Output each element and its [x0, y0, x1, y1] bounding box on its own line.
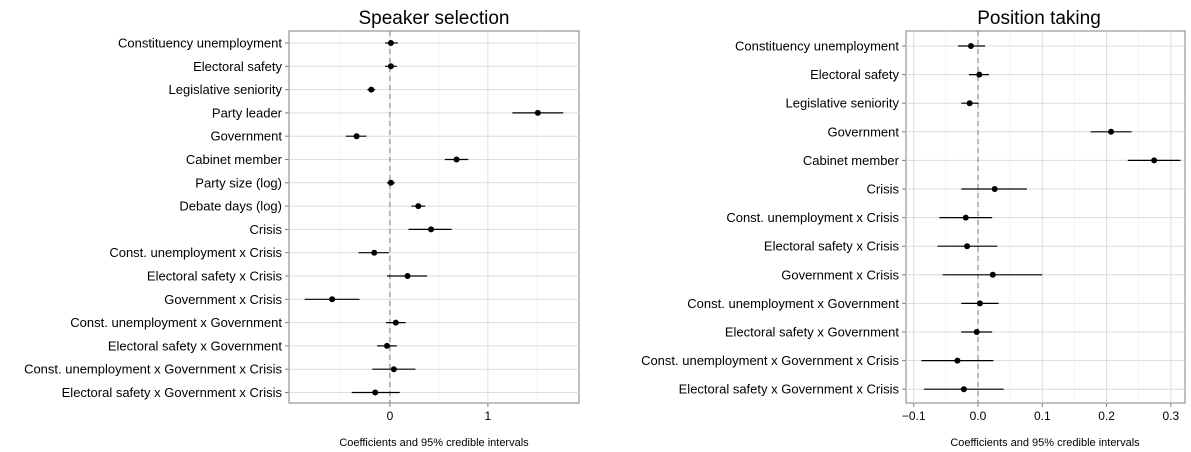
y-tick-label: Government x Crisis	[781, 267, 899, 282]
point-estimate	[976, 71, 983, 78]
point-estimate	[1108, 128, 1115, 135]
point-estimate	[966, 100, 973, 107]
point-estimate	[368, 86, 375, 93]
plot-background	[288, 30, 580, 404]
point-estimate	[534, 109, 541, 116]
y-tick-label: Party size (log)	[195, 175, 282, 190]
y-tick-label: Electoral safety x Government	[725, 325, 900, 340]
point-estimate	[392, 319, 399, 326]
x-tick-label: −0.1	[902, 409, 926, 423]
point-estimate	[991, 186, 998, 192]
point-estimate	[453, 156, 460, 163]
point-estimate	[371, 249, 378, 256]
point-estimate	[960, 386, 967, 393]
y-tick-label: Electoral safety x Government x Crisis	[679, 382, 900, 397]
point-estimate	[973, 329, 980, 335]
y-tick-label: Debate days (log)	[179, 199, 282, 214]
y-tick-label: Electoral safety x Government x Crisis	[62, 385, 283, 400]
point-estimate	[390, 366, 397, 373]
point-estimate	[967, 43, 974, 49]
point-estimate	[962, 214, 969, 221]
y-tick-label: Const. unemployment x Government	[687, 296, 899, 311]
x-tick-label: 0.3	[1163, 409, 1180, 423]
y-tick-label: Party leader	[212, 105, 283, 120]
y-tick-label: Const. unemployment x Crisis	[726, 210, 899, 225]
y-tick-label: Constituency unemployment	[735, 39, 899, 54]
y-tick-labels: Constituency unemployment Electoral safet…	[641, 39, 906, 397]
coefficient-marks	[304, 40, 564, 396]
y-tick-label: Legislative seniority	[169, 82, 283, 97]
x-tick-label: 0.2	[1098, 409, 1115, 423]
panel-speaker-selection: Speaker selection Constituency unemploym…	[24, 8, 580, 449]
x-axis-label: Coefficients and 95% credible intervals	[950, 437, 1140, 449]
panel-title: Position taking	[977, 8, 1101, 29]
point-estimate	[989, 271, 996, 278]
point-estimate	[387, 40, 394, 46]
y-tick-label: Const. unemployment x Government	[70, 315, 282, 330]
x-tick-label: 0	[387, 409, 394, 423]
point-estimate	[372, 389, 379, 396]
y-tick-label: Cabinet member	[186, 152, 283, 167]
y-tick-label: Government	[210, 129, 282, 144]
y-tick-label: Crisis	[867, 182, 900, 197]
point-estimate	[387, 63, 394, 70]
y-tick-label: Electoral safety x Government	[108, 338, 283, 353]
x-tick-label: 0.1	[1034, 409, 1051, 423]
panel-title: Speaker selection	[358, 8, 509, 29]
y-tick-label: Crisis	[250, 222, 283, 237]
point-estimate	[404, 273, 411, 279]
x-tick-label: 0.0	[970, 409, 987, 423]
point-estimate	[353, 133, 360, 140]
y-tick-label: Cabinet member	[803, 153, 900, 168]
point-estimate	[1151, 157, 1158, 164]
coefficient-marks	[921, 43, 1181, 393]
point-estimate	[976, 300, 983, 307]
x-ticks: −0.1 0.0 0.1 0.2 0.3	[902, 403, 1180, 423]
y-tick-label: Government x Crisis	[164, 292, 282, 307]
y-tick-label: Electoral safety	[193, 59, 282, 74]
point-estimate	[383, 342, 390, 349]
y-tick-labels: Constituency unemployment Electoral safet…	[24, 36, 289, 400]
point-estimate	[387, 179, 394, 186]
point-estimate	[954, 357, 961, 364]
y-tick-label: Const. unemployment x Government x Crisi…	[641, 353, 899, 368]
y-tick-label: Electoral safety x Crisis	[764, 239, 900, 254]
point-estimate	[329, 296, 336, 303]
x-tick-label: 1	[485, 409, 492, 423]
y-tick-label: Electoral safety x Crisis	[147, 269, 283, 284]
point-estimate	[964, 243, 971, 250]
y-tick-label: Const. unemployment x Crisis	[109, 245, 282, 260]
point-estimate	[428, 226, 435, 233]
y-tick-label: Government	[827, 124, 899, 139]
panel-position-taking: Position taking Constituency unemploymen…	[641, 8, 1186, 449]
y-tick-label: Constituency unemployment	[118, 36, 282, 51]
point-estimate	[415, 203, 422, 210]
x-axis-label: Coefficients and 95% credible intervals	[339, 437, 529, 449]
y-tick-label: Electoral safety	[810, 67, 899, 82]
y-tick-label: Const. unemployment x Government x Crisi…	[24, 362, 282, 377]
y-tick-label: Legislative seniority	[786, 96, 900, 111]
